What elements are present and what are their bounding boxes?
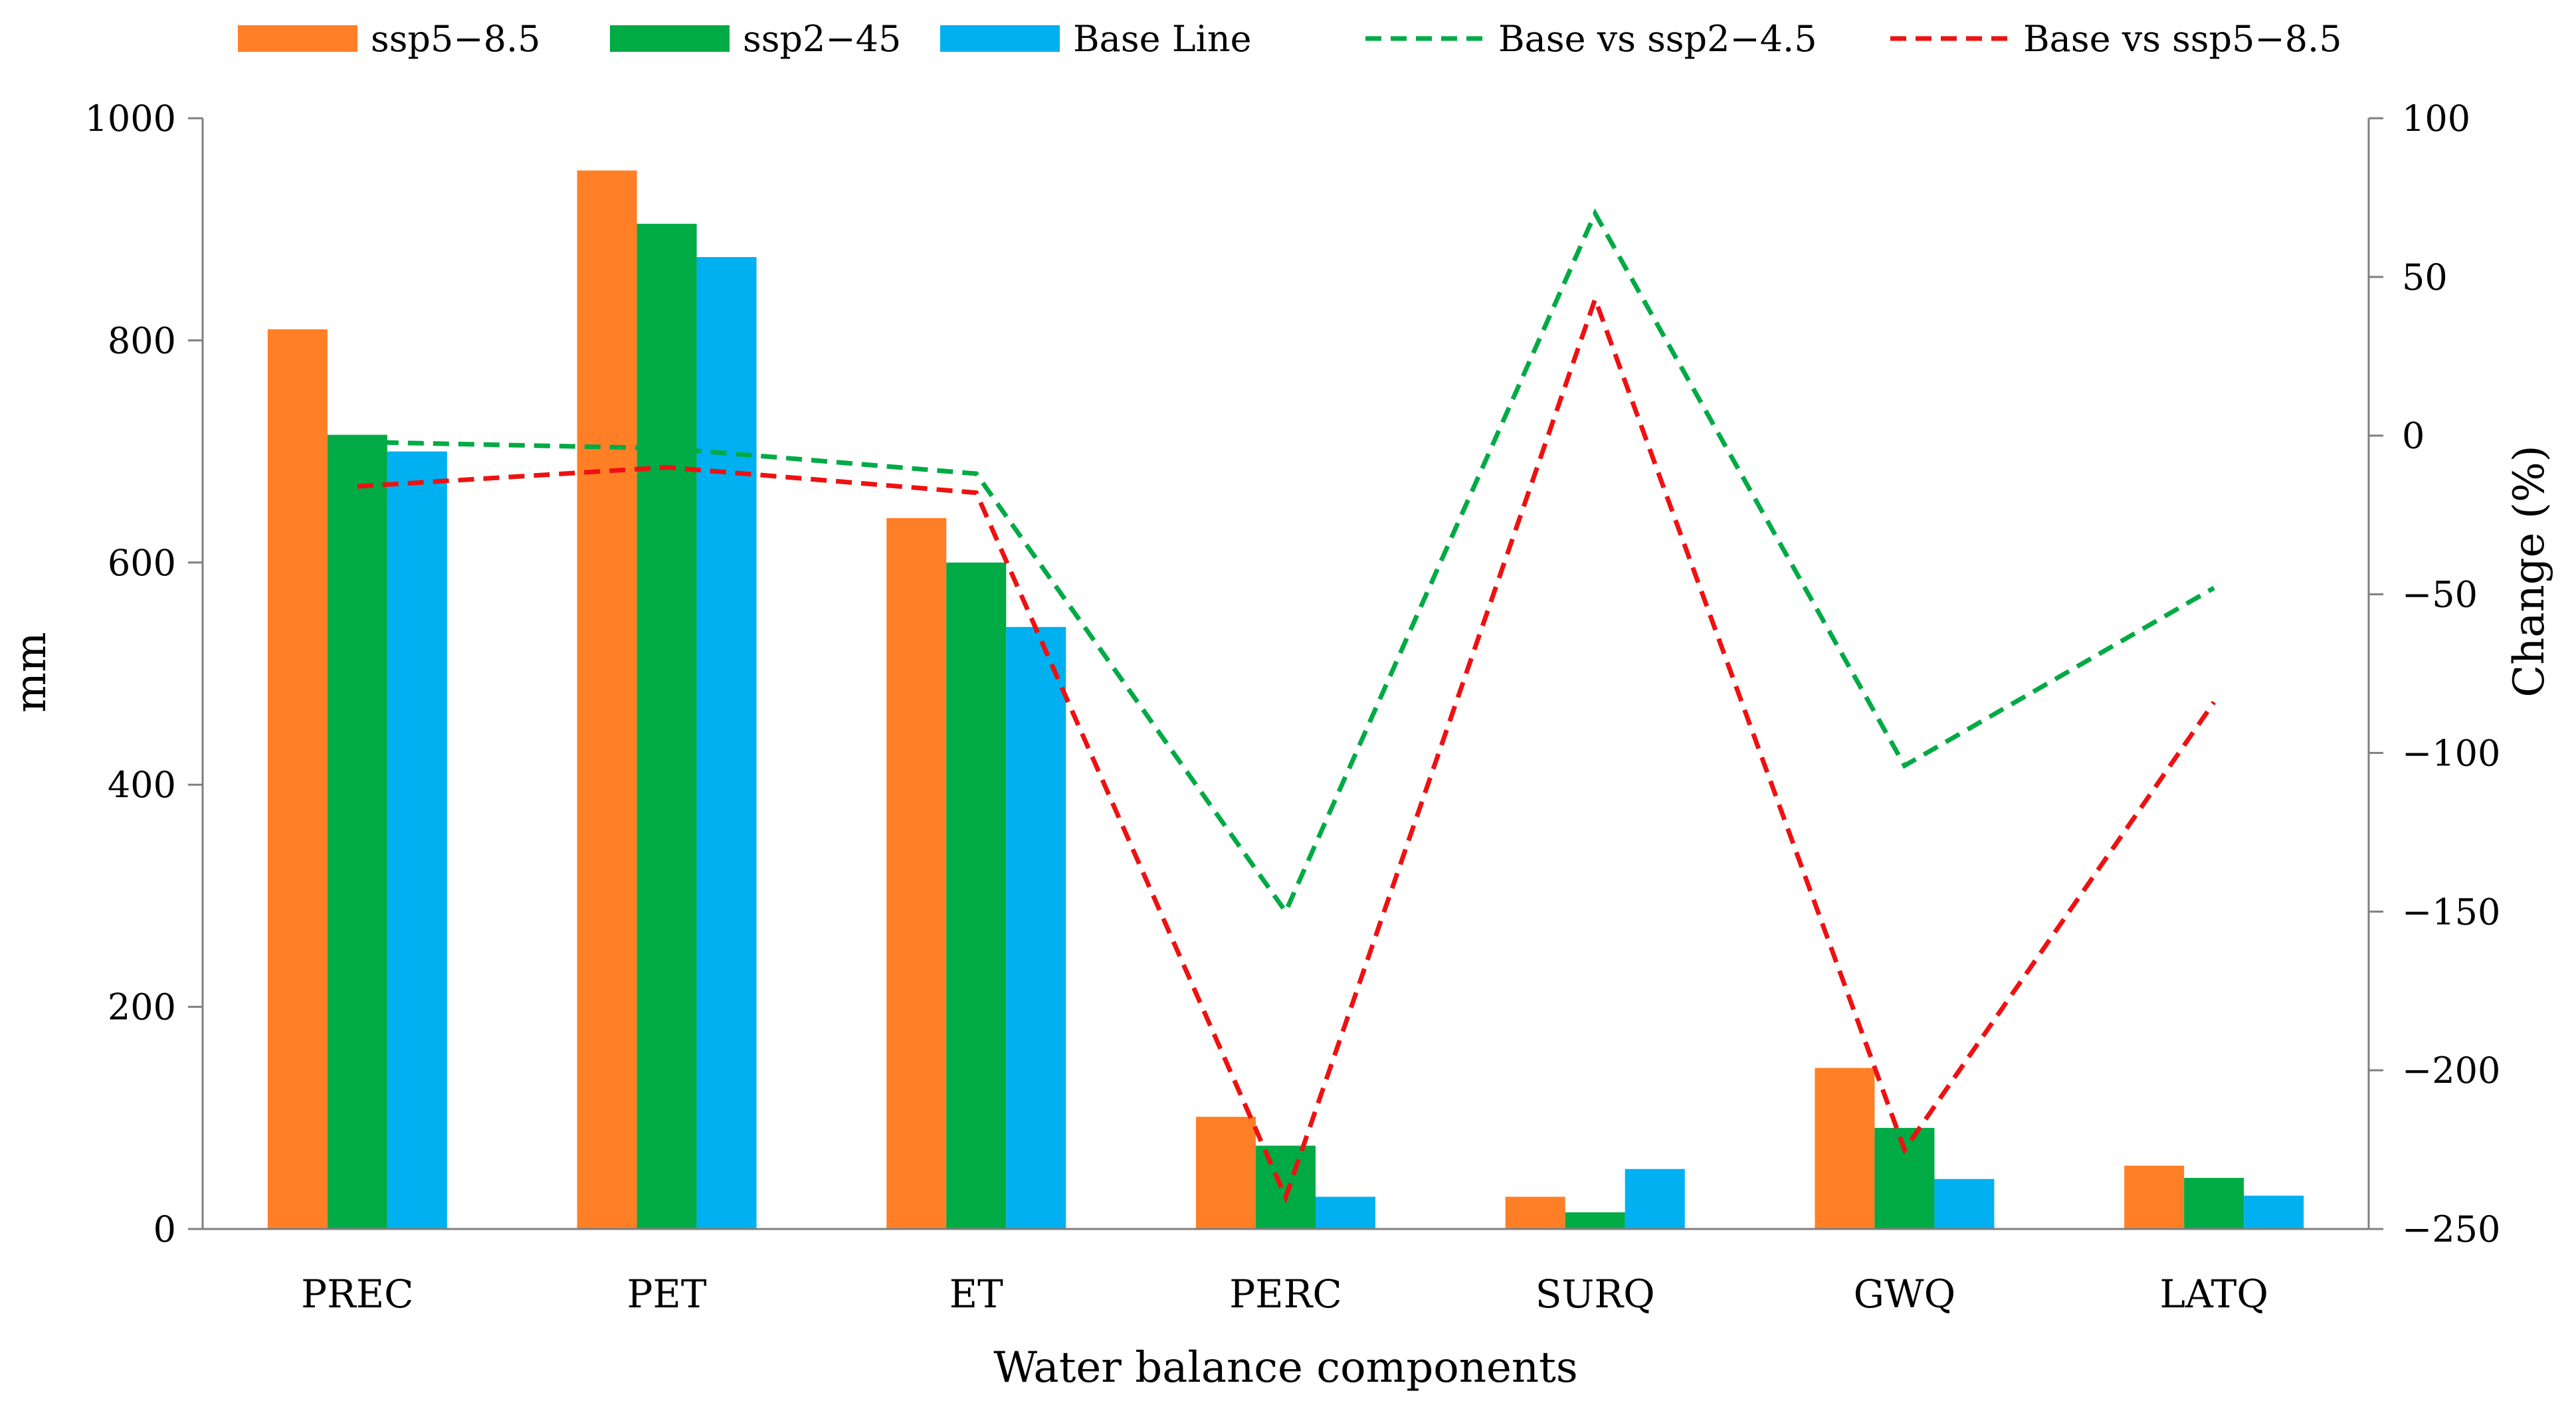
ticks-group: 0 200 400 600 800 1000 100 50 0 −50 −100 −150 −200 −2… <box>85 98 2501 1317</box>
bar-perc-2 <box>1316 1196 1375 1229</box>
bar-prec-0 <box>267 329 328 1230</box>
bar-perc-0 <box>1196 1117 1256 1229</box>
y2-tick-label: −200 <box>2402 1050 2500 1091</box>
y2-tick-label: −50 <box>2402 574 2478 616</box>
y-tick-label: 600 <box>108 542 176 584</box>
bars-group <box>267 170 2304 1230</box>
legend-label: Base vs ssp5−8.5 <box>2023 18 2342 60</box>
bar-surq-0 <box>1505 1196 1565 1229</box>
y2-tick-label: 50 <box>2402 256 2448 298</box>
line-series-0 <box>357 208 2215 917</box>
x-tick-label: PERC <box>1229 1271 1341 1317</box>
y2-tick-label: 100 <box>2402 98 2470 140</box>
bar-surq-2 <box>1625 1169 1685 1229</box>
lines-group <box>357 208 2217 1204</box>
y2-tick-label: −250 <box>2402 1208 2500 1250</box>
y2-tick-label: −150 <box>2402 891 2500 933</box>
x-tick-label: ET <box>949 1271 1003 1317</box>
x-tick-label: GWQ <box>1854 1271 1956 1317</box>
bar-latq-0 <box>2124 1165 2185 1229</box>
bar-latq-1 <box>2184 1178 2244 1229</box>
bar-et-1 <box>946 562 1007 1229</box>
bar-gwq-2 <box>1934 1178 1995 1229</box>
legend: ssp5−8.5 ssp2−45 Base Line Base vs ssp2−4.5… <box>238 18 2342 60</box>
bar-pet-2 <box>696 257 757 1229</box>
bar-pet-0 <box>577 170 637 1230</box>
legend-label: ssp5−8.5 <box>371 18 540 60</box>
bar-latq-2 <box>2244 1195 2304 1229</box>
y-tick-label: 800 <box>108 320 176 361</box>
bar-prec-2 <box>387 451 447 1229</box>
legend-swatch <box>940 25 1060 52</box>
x-tick-label: LATQ <box>2159 1271 2268 1317</box>
bar-et-0 <box>886 517 947 1230</box>
legend-label: ssp2−45 <box>743 18 901 60</box>
bar-pet-1 <box>637 223 697 1230</box>
y-tick-label: 200 <box>108 987 176 1028</box>
legend-swatch <box>610 25 730 52</box>
legend-label: Base vs ssp2−4.5 <box>1498 18 1817 60</box>
legend-swatch <box>238 25 357 52</box>
x-tick-label: PREC <box>301 1271 413 1317</box>
bar-prec-1 <box>327 434 387 1229</box>
y-axis-title: mm <box>7 632 56 712</box>
bar-et-2 <box>1006 626 1066 1229</box>
bar-perc-1 <box>1256 1145 1316 1229</box>
y2-tick-label: 0 <box>2402 415 2425 457</box>
legend-label: Base Line <box>1073 18 1252 60</box>
bar-gwq-0 <box>1815 1068 1875 1229</box>
y2-tick-label: −100 <box>2402 732 2500 774</box>
x-tick-label: SURQ <box>1536 1271 1655 1317</box>
y-tick-label: 1000 <box>85 98 176 140</box>
axes-group <box>201 118 2370 1230</box>
y-tick-label: 0 <box>153 1208 176 1250</box>
x-axis-title: Water balance components <box>993 1343 1577 1392</box>
bar-surq-1 <box>1565 1212 1625 1229</box>
x-tick-label: PET <box>627 1271 707 1317</box>
line-series-1 <box>357 292 2217 1204</box>
y-tick-label: 400 <box>108 764 176 806</box>
y2-axis-title: Change (%) <box>2505 445 2554 698</box>
